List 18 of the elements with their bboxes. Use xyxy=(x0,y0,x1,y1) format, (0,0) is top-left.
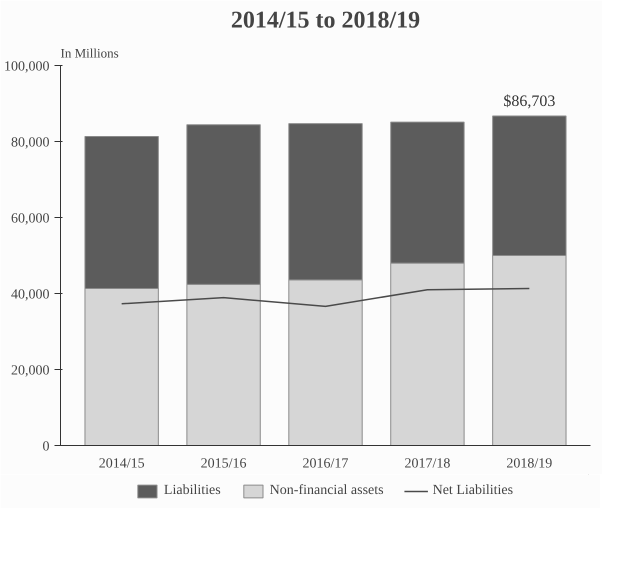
x-tick-label: 2017/18 xyxy=(404,456,450,472)
y-tick-label: 60,000 xyxy=(11,212,50,226)
chart-title: 2014/15 to 2018/19 xyxy=(230,8,420,34)
legend-label: Non-financial assets xyxy=(270,483,384,499)
x-tick-label: 2014/15 xyxy=(98,456,145,472)
y-tick-label: 80,000 xyxy=(11,136,50,150)
y-tick-label: 40,000 xyxy=(11,288,50,302)
x-tick-label: 2018/19 xyxy=(506,456,552,472)
x-tick-label: 2016/17 xyxy=(302,456,348,472)
legend-label: Net Liabilities xyxy=(432,483,514,499)
annotation: $86,703 xyxy=(503,93,556,110)
y-tick-label: 100,000 xyxy=(4,60,50,74)
y-tick-label: 20,000 xyxy=(11,364,50,378)
line-series xyxy=(120,288,530,308)
x-tick-label: 2015/16 xyxy=(200,456,247,472)
legend-label: Liabilities xyxy=(164,483,221,499)
y-tick-label: 0 xyxy=(42,440,50,454)
y-axis-title: In Millions xyxy=(60,46,119,60)
